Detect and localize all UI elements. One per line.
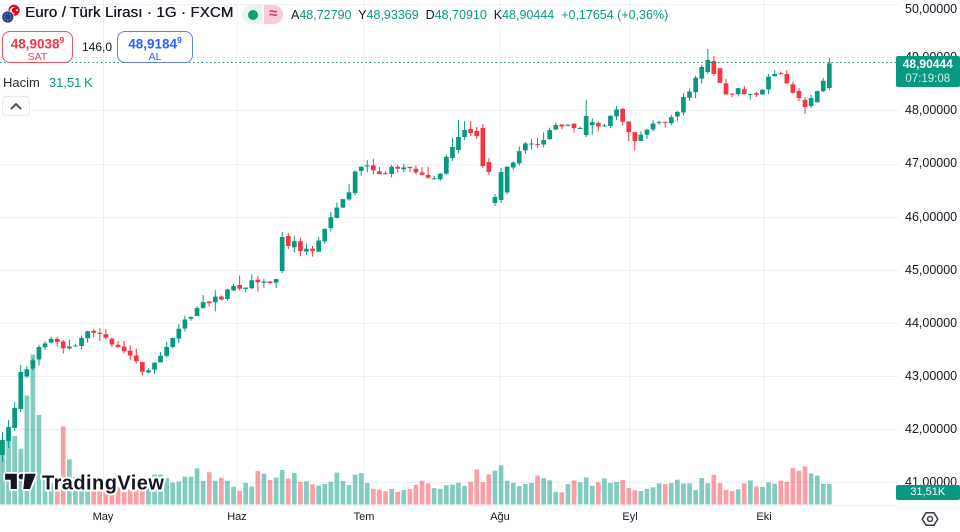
svg-text:TradingView: TradingView: [42, 473, 164, 495]
